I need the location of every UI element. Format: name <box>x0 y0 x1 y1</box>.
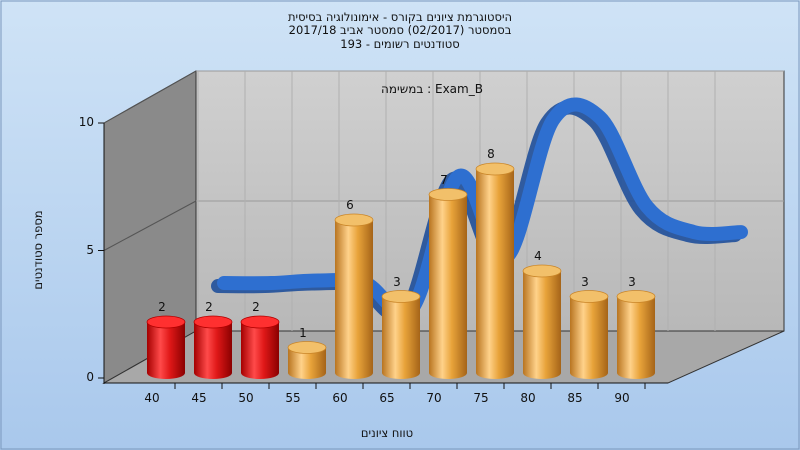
bar-value-label: 2 <box>205 300 213 314</box>
bar-body <box>335 220 373 379</box>
x-tick-label: 40 <box>144 391 160 405</box>
bar-value-label: 6 <box>346 198 354 212</box>
bar <box>240 315 280 379</box>
bar-body <box>617 296 655 379</box>
x-tick-label: 90 <box>614 391 630 405</box>
bar-top <box>193 315 233 329</box>
bar-top <box>616 290 656 303</box>
bar-top <box>475 162 515 176</box>
axes <box>98 122 668 389</box>
bar-value-label: 2 <box>252 300 260 314</box>
bar-body <box>147 322 185 379</box>
x-tick-label: 75 <box>473 391 489 405</box>
bar-value-label: 2 <box>158 300 166 314</box>
y-axis-label: מספר סטודנטים <box>31 210 45 290</box>
chart-title-line-2: בסמסטר (02/2017) סמסטר אביב 2017/18 <box>288 23 512 37</box>
x-tick-label: 85 <box>567 391 583 405</box>
y-tick-label: 0 <box>86 370 94 384</box>
bar-top <box>240 315 280 329</box>
bar <box>475 162 515 379</box>
x-axis-label: טווח ציונים <box>360 426 414 440</box>
x-tick-label: 60 <box>332 391 348 405</box>
bar-body <box>523 271 561 379</box>
bar-body <box>241 322 279 379</box>
bar <box>381 290 421 379</box>
bar-body <box>382 296 420 379</box>
x-tick-label: 50 <box>238 391 254 405</box>
bar <box>616 290 656 379</box>
bar-top <box>522 264 562 278</box>
x-tick-label: 70 <box>426 391 442 405</box>
bar-top <box>334 213 374 227</box>
bar-body <box>476 169 514 379</box>
bar <box>146 315 186 379</box>
y-tick-label: 5 <box>86 242 94 257</box>
bar-body <box>570 296 608 379</box>
bar-body <box>288 347 326 379</box>
bar-top <box>146 315 186 329</box>
bar-value-label: 3 <box>628 274 636 289</box>
bar <box>569 290 609 379</box>
gridline-side <box>103 200 197 251</box>
bar-value-label: 3 <box>393 274 401 289</box>
bar <box>193 315 233 379</box>
bar-body <box>429 194 467 379</box>
chart-title-line-3: סטודנטים רשומים - 193 <box>340 37 460 51</box>
bar-top <box>428 188 468 201</box>
bar-top <box>381 290 421 303</box>
x-tick-label: 45 <box>191 391 207 405</box>
bar-top <box>569 290 609 303</box>
bar <box>287 341 327 379</box>
bar-value-label: 8 <box>487 147 495 161</box>
bar-value-label: 7 <box>440 172 448 187</box>
bar-value-label: 3 <box>581 274 589 289</box>
assignment-label: במשימה : Exam_B <box>381 82 483 96</box>
x-tick-label: 80 <box>520 391 536 405</box>
bar <box>428 188 468 379</box>
bar-value-label: 1 <box>299 325 307 340</box>
gridline-side <box>103 70 197 124</box>
bar-value-label: 4 <box>534 249 542 263</box>
x-tick-label: 65 <box>379 391 395 405</box>
y-tick-label: 10 <box>78 115 94 129</box>
bar-body <box>194 322 232 379</box>
x-tick-label: 55 <box>285 391 301 405</box>
bar <box>334 213 374 379</box>
bars-layer <box>146 162 656 379</box>
chart-title-line-1: היסטוגרמת ציונים בקורס - אימונולוגיה בסי… <box>287 10 513 24</box>
bar <box>522 264 562 379</box>
bar-top <box>287 341 327 354</box>
